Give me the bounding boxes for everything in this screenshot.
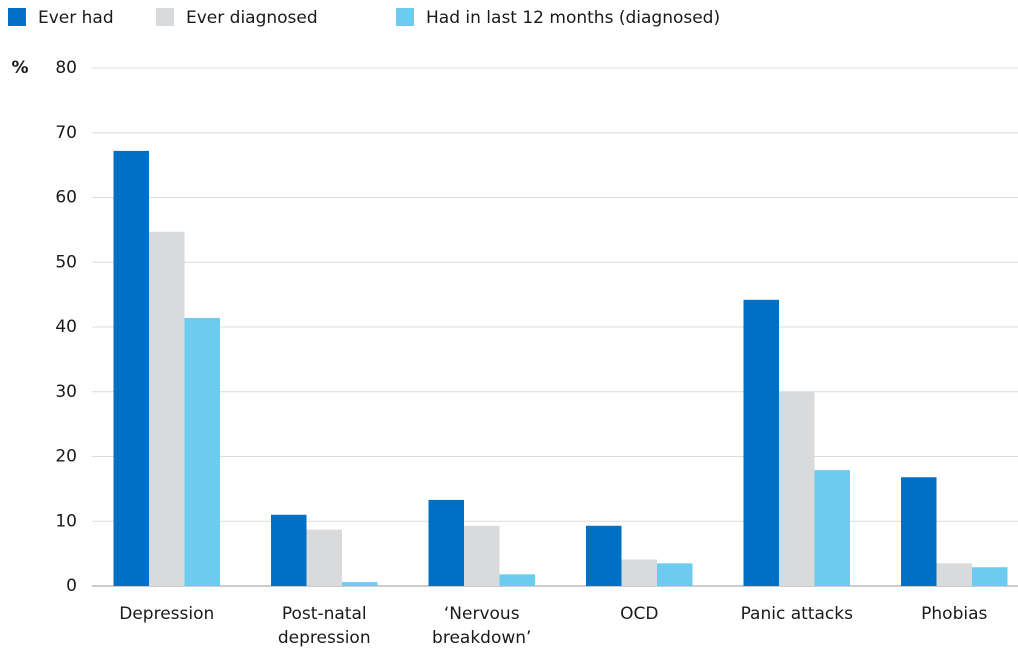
x-tick-label: Panic attacks [740,604,853,624]
bar [586,525,622,586]
y-tick-label: 0 [66,576,77,596]
y-tick-label: 60 [55,188,77,208]
bar [621,559,657,586]
y-tick-label: 40 [55,317,77,337]
legend-label: Ever diagnosed [186,8,318,28]
y-tick-label: 10 [55,511,77,531]
bar [499,574,535,586]
y-tick-label: 30 [55,382,77,402]
bar [743,299,779,586]
bar [113,150,149,586]
y-tick-label: 20 [55,447,77,467]
y-axis-label: % [11,58,28,78]
legend-swatch [156,8,174,26]
bar [901,477,937,586]
x-tick-label: ‘Nervous breakdown’ [432,604,532,648]
y-tick-label: 80 [55,58,77,78]
x-tick-label: Phobias [921,604,988,624]
x-tick-label: Post-natal depression [277,604,371,648]
bar [972,567,1008,586]
legend-label: Had in last 12 months (diagnosed) [426,8,720,28]
x-tick-label: Depression [119,604,215,624]
bar [464,525,500,586]
legend-swatch [8,8,26,26]
legend-swatch [396,8,414,26]
y-tick-label: 70 [55,123,77,143]
bar [342,582,378,586]
bar [657,563,693,586]
bar [428,499,464,586]
bar [271,514,307,586]
bar [306,529,342,586]
y-tick-label: 50 [55,252,77,272]
bar [936,563,972,586]
x-tick-label: OCD [620,604,659,624]
bar [814,470,850,586]
legend-label: Ever had [38,8,114,28]
bar [149,231,185,586]
bar [184,317,220,586]
bar [779,391,815,586]
